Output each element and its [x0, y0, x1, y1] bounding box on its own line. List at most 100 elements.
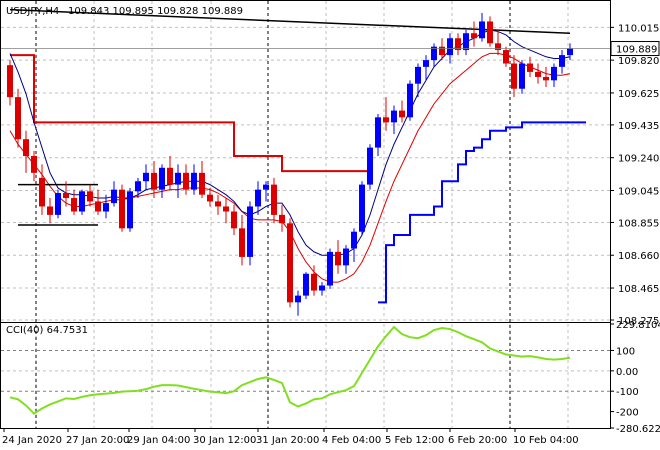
time-tick-label: 6 Feb 20:00 — [448, 435, 507, 446]
time-tick-label: 5 Feb 12:00 — [385, 435, 444, 446]
price-panel — [1, 8, 610, 316]
candle-bear — [183, 172, 189, 190]
candle-bear — [335, 251, 341, 266]
candle-bull — [407, 83, 413, 118]
grid — [1, 1, 610, 428]
candle-bear — [527, 63, 533, 72]
candle-bull — [567, 48, 573, 56]
candle-bear — [271, 184, 277, 215]
cci-tick-label: 229.8104 — [616, 320, 660, 331]
price-tick-label: 109.820 — [618, 56, 659, 67]
time-tick-label: 29 Jan 04:00 — [127, 435, 190, 446]
candle-bear — [503, 50, 509, 64]
candle-bull — [463, 33, 469, 51]
candle-bull — [127, 191, 133, 229]
time-tick-label: 4 Feb 04:00 — [322, 435, 381, 446]
candle-bear — [87, 191, 93, 202]
candle-bear — [399, 110, 405, 118]
candle-bear — [23, 139, 29, 157]
candle-bull — [351, 231, 357, 249]
candle-bear — [39, 177, 45, 207]
candle-bear — [31, 156, 37, 173]
cci-frame — [0, 322, 611, 429]
candle-bear — [7, 65, 13, 98]
candle-bull — [55, 193, 61, 215]
cci-line — [9, 325, 571, 415]
candle-bull — [159, 167, 165, 190]
candle-bull — [559, 55, 565, 67]
candle-bear — [119, 189, 125, 229]
candle-bull — [191, 172, 197, 190]
candle-bear — [47, 206, 53, 215]
time-tick-label: 27 Jan 20:00 — [66, 435, 129, 446]
candle-bear — [215, 201, 221, 207]
candle-bull — [391, 110, 397, 123]
candle-bear — [439, 46, 445, 56]
price-tick-label: 108.465 — [618, 284, 659, 295]
candle-bear — [543, 76, 549, 81]
candle-bull — [255, 189, 261, 207]
time-tick-label: 10 Feb 04:00 — [513, 435, 579, 446]
cci-tick-label: -200 — [616, 408, 639, 419]
ohlc-readout: 109.843 109.895 109.828 109.889 — [68, 6, 243, 17]
candle-bear — [207, 194, 213, 202]
candle-bear — [199, 172, 205, 195]
candle-bear — [167, 167, 173, 185]
candle-bull — [295, 295, 301, 303]
candle-bear — [151, 172, 157, 190]
current-price-badge — [610, 41, 660, 57]
candle-bull — [103, 203, 109, 212]
price-tick-label: 108.855 — [618, 218, 659, 229]
candle-bull — [303, 273, 309, 296]
candle-bull — [143, 172, 149, 182]
candle-bull — [319, 285, 325, 291]
candle-bear — [223, 206, 229, 212]
cci-tick-label: -280.6221 — [616, 424, 660, 435]
candle-bull — [519, 63, 525, 89]
candle-bear — [95, 201, 101, 212]
candle-bull — [111, 189, 117, 204]
price-tick-label: 109.435 — [618, 121, 659, 132]
candle-bull — [423, 60, 429, 67]
candle-bull — [135, 181, 141, 192]
candle-bear — [231, 211, 237, 229]
support-step-line — [378, 121, 586, 304]
candle-bull — [175, 172, 181, 185]
candle-bear — [383, 117, 389, 123]
time-tick-label: 30 Jan 12:00 — [193, 435, 256, 446]
price-tick-label: 109.240 — [618, 154, 659, 165]
candle-bull — [79, 191, 85, 212]
candle-bull — [479, 21, 485, 39]
cci-tick-label: 0.00 — [616, 367, 638, 378]
price-tick-label: 108.275 — [618, 316, 659, 327]
candle-bear — [311, 273, 317, 291]
price-tick-label: 108.660 — [618, 251, 659, 262]
cci-tick-label: 100 — [616, 346, 635, 357]
price-tick-label: 109.045 — [618, 186, 659, 197]
candle-bull — [447, 38, 453, 56]
candle-bear — [535, 71, 541, 77]
symbol-label: USDJPY,H4 — [6, 6, 59, 17]
candle-bull — [551, 66, 557, 81]
candle-bull — [431, 46, 437, 61]
cci-tick-label: -100 — [616, 387, 639, 398]
candle-bear — [287, 223, 293, 303]
cci-panel — [1, 325, 610, 415]
candle-bull — [415, 66, 421, 84]
candle-bear — [239, 228, 245, 257]
cci-label: CCI(40) 64.7531 — [6, 325, 88, 336]
candle-bear — [15, 97, 21, 140]
candle-bull — [263, 184, 269, 190]
time-tick-label: 31 Jan 20:00 — [256, 435, 319, 446]
trend-line — [9, 8, 571, 34]
candle-bear — [455, 38, 461, 51]
candle-bull — [359, 184, 365, 232]
candle-bull — [367, 147, 373, 185]
candle-bear — [63, 193, 69, 199]
candle-bull — [343, 248, 349, 266]
candle-bear — [471, 33, 477, 39]
current-price-label: 109.889 — [616, 45, 657, 56]
candle-bull — [327, 251, 333, 286]
